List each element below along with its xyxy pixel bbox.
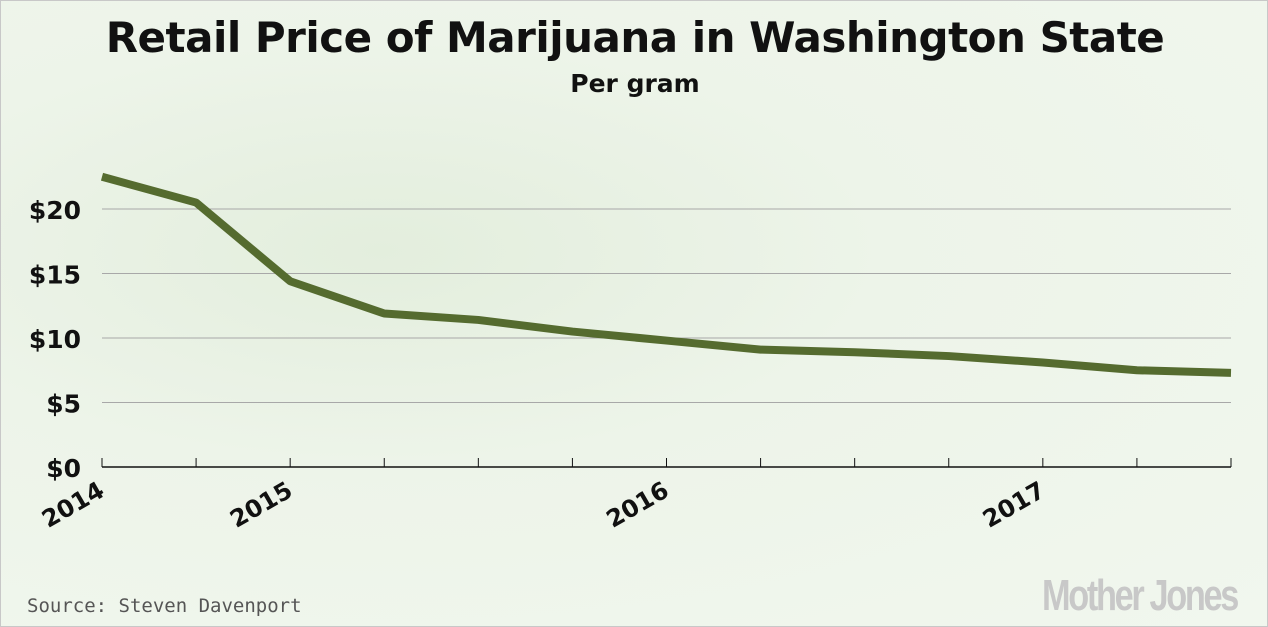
mother-jones-logo: Mother Jones	[1041, 571, 1239, 620]
y-tick-label: $10	[29, 325, 81, 354]
y-tick-label: $0	[46, 454, 81, 483]
chart-subtitle: Per gram	[570, 69, 700, 98]
source-note: Source: Steven Davenport	[27, 595, 302, 617]
x-tick-label: 2014	[37, 476, 109, 534]
y-tick-label: $15	[29, 261, 81, 290]
x-tick-label: 2017	[978, 476, 1050, 534]
chart-title: Retail Price of Marijuana in Washington …	[105, 13, 1165, 62]
y-tick-label: $5	[46, 390, 81, 419]
price-line	[100, 172, 1232, 377]
y-tick-label: $20	[29, 196, 81, 225]
x-tick-label: 2015	[225, 476, 297, 534]
x-tick-label: 2016	[602, 476, 674, 534]
